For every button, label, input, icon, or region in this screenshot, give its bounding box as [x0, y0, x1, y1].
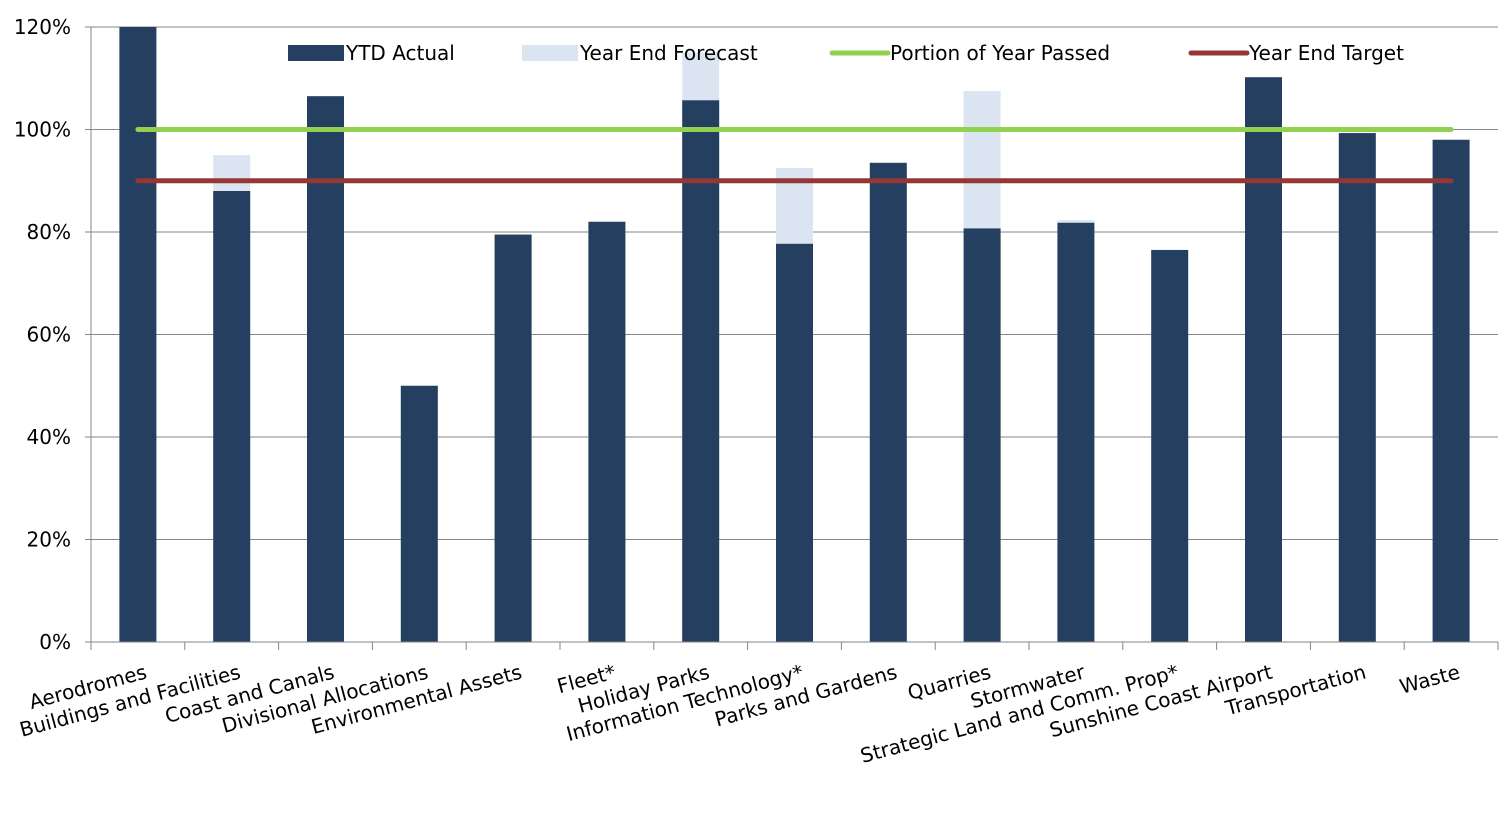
actual-bar — [307, 96, 344, 642]
actual-bar — [869, 162, 907, 642]
legend-swatch — [288, 45, 344, 61]
actual-bar — [682, 100, 720, 643]
actual-bar — [776, 243, 813, 642]
y-tick-label: 40% — [27, 425, 71, 449]
y-tick-label: 80% — [27, 220, 71, 244]
legend-swatch — [522, 45, 578, 61]
actual-bar — [963, 228, 1001, 642]
legend-label: Portion of Year Passed — [890, 41, 1110, 65]
legend-label: YTD Actual — [345, 41, 455, 65]
actual-bar — [119, 27, 157, 642]
actual-bar — [1151, 249, 1189, 642]
legend-label: Year End Forecast — [579, 41, 758, 65]
actual-bar — [1338, 133, 1376, 642]
y-tick-label: 60% — [27, 323, 71, 347]
y-tick-label: 0% — [39, 630, 71, 654]
y-tick-label: 100% — [14, 118, 71, 142]
reference-lines — [135, 127, 1454, 184]
actual-bar — [400, 385, 438, 642]
x-tick-label: Waste — [1397, 660, 1462, 699]
legend-label: Year End Target — [1248, 41, 1404, 65]
actual-bar — [1245, 77, 1282, 643]
actual-bar — [213, 191, 251, 642]
actual-bar — [1057, 222, 1095, 642]
actual-bars — [119, 27, 1470, 643]
actual-bar — [588, 221, 626, 642]
legend: YTD Actual Year End Forecast Portion of Ye… — [288, 41, 1404, 65]
y-tick-label: 120% — [14, 15, 71, 39]
actual-bar — [1432, 139, 1470, 642]
y-tick-label: 20% — [27, 528, 71, 552]
actual-bar — [494, 234, 532, 642]
